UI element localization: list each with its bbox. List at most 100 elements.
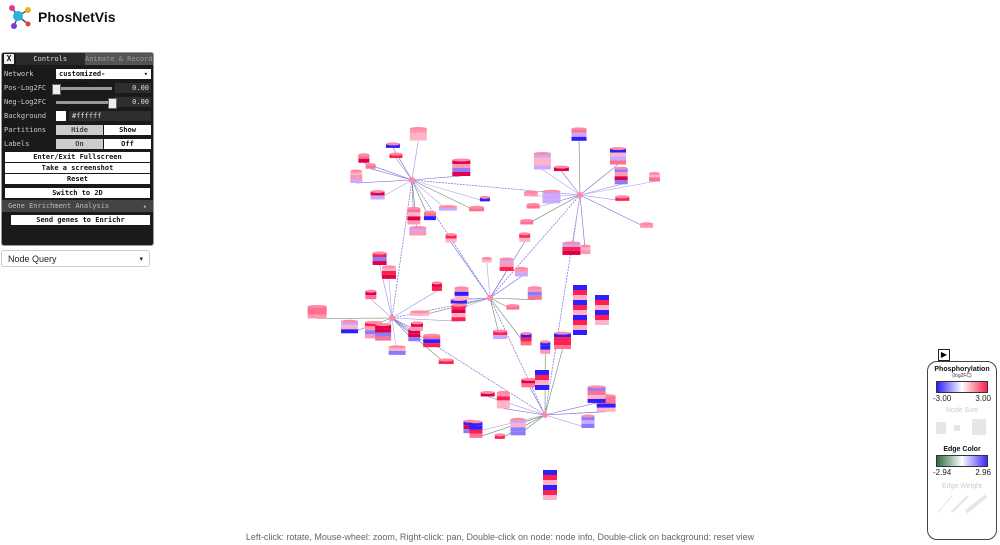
- node-top: [571, 127, 587, 131]
- pos-log2fc-label: Pos-Log2FC: [4, 84, 47, 92]
- labels-label: Labels: [4, 140, 30, 148]
- network-node: [389, 152, 403, 159]
- network-node: [523, 190, 538, 197]
- node-layer: [510, 431, 526, 436]
- neg-log2fc-slider[interactable]: [56, 97, 117, 109]
- node-top: [614, 166, 628, 170]
- node-layer: [469, 425, 483, 430]
- labels-off-button[interactable]: Off: [104, 139, 151, 149]
- network-edge: [578, 140, 581, 196]
- slider-thumb[interactable]: [52, 83, 61, 95]
- network-edge: [579, 181, 655, 196]
- node-layer: [573, 325, 587, 330]
- network-node: [520, 331, 532, 346]
- partitions-hide-button[interactable]: Hide: [56, 125, 103, 135]
- reset-button[interactable]: Reset: [5, 174, 150, 184]
- network-edge: [356, 179, 413, 184]
- node-layer: [573, 285, 587, 290]
- node-layer: [543, 480, 557, 485]
- node-size-icon: [936, 419, 986, 435]
- node-layer: [571, 132, 587, 137]
- fullscreen-button[interactable]: Enter/Exit Fullscreen: [5, 152, 150, 162]
- phosphorylation-gradient: [936, 381, 988, 393]
- node-top: [438, 358, 454, 362]
- network-node: [614, 166, 628, 185]
- node-layer: [520, 220, 534, 225]
- labels-on-button[interactable]: On: [56, 139, 103, 149]
- slider-thumb[interactable]: [108, 97, 117, 109]
- close-icon[interactable]: X: [4, 54, 14, 64]
- node-layer: [573, 290, 587, 295]
- node-layer: [479, 197, 490, 202]
- node-layer: [493, 334, 508, 339]
- background-color-swatch[interactable]: [56, 111, 66, 121]
- play-icon[interactable]: ▶: [938, 349, 950, 361]
- node-top: [423, 210, 436, 214]
- node-layer: [370, 195, 385, 200]
- node-layer: [540, 345, 551, 350]
- network-node: [562, 241, 581, 255]
- network-canvas[interactable]: [280, 100, 700, 510]
- node-layer: [438, 206, 457, 211]
- node-layer: [496, 404, 510, 409]
- network-node: [381, 265, 396, 279]
- node-layer: [341, 321, 359, 326]
- node-layer: [423, 216, 436, 221]
- node-top: [431, 281, 442, 285]
- pos-log2fc-value[interactable]: 0.00: [115, 83, 151, 93]
- enrichr-button[interactable]: Send genes to Enrichr: [11, 215, 150, 225]
- node-layer: [595, 310, 609, 315]
- network-edge: [544, 414, 589, 429]
- node-layer: [526, 204, 540, 209]
- gene-enrichment-title: Gene Enrichment Analysis: [8, 202, 110, 210]
- neg-log2fc-value[interactable]: 0.00: [115, 97, 151, 107]
- edge-color-min: -2.94: [933, 468, 952, 477]
- node-layer: [372, 261, 387, 266]
- node-layer: [385, 143, 400, 148]
- node-top: [452, 158, 471, 162]
- node-top: [451, 303, 466, 307]
- node-layer: [543, 490, 557, 495]
- node-layer: [423, 343, 441, 348]
- node-layer: [533, 157, 551, 162]
- tab-controls[interactable]: Controls: [16, 53, 85, 65]
- network-node: [640, 222, 654, 228]
- network-edge: [489, 297, 535, 301]
- network-value: customized-network...: [59, 70, 106, 88]
- node-layer: [614, 172, 628, 177]
- node-layer: [341, 329, 359, 334]
- node-layer: [543, 485, 557, 490]
- node-layer: [573, 295, 587, 300]
- node-top: [553, 165, 569, 169]
- switch-2d-button[interactable]: Switch to 2D: [5, 188, 150, 198]
- screenshot-button[interactable]: Take a screenshot: [5, 163, 150, 173]
- phosphorylation-title: Phosphorylation: [934, 366, 990, 373]
- node-layer: [520, 337, 532, 342]
- node-top: [519, 232, 531, 236]
- node-layer: [499, 263, 514, 268]
- node-layer: [573, 300, 587, 305]
- node-top: [365, 289, 377, 293]
- network-edge: [391, 317, 459, 322]
- node-layer: [614, 176, 628, 181]
- node-top: [410, 321, 423, 325]
- network-edge: [486, 262, 491, 299]
- network-edge: [529, 387, 546, 416]
- partitions-show-button[interactable]: Show: [104, 125, 151, 135]
- network-select[interactable]: customized-network... ▾: [56, 69, 151, 88]
- node-layer: [587, 394, 606, 399]
- network-edge: [388, 278, 393, 319]
- node-layer: [358, 154, 370, 159]
- tab-animate-record[interactable]: Animate & Record: [84, 53, 153, 65]
- node-layer: [410, 326, 423, 331]
- node-top: [496, 390, 510, 394]
- background-color-input[interactable]: #ffffff: [69, 111, 151, 121]
- pos-log2fc-slider[interactable]: [52, 83, 112, 95]
- node-layer: [408, 337, 421, 342]
- node-layer: [364, 322, 382, 327]
- edge-color-gradient: [936, 455, 988, 467]
- network-edge: [544, 402, 597, 416]
- node-query-dropdown[interactable]: Node Query ▾: [1, 250, 150, 267]
- node-layer: [520, 341, 532, 346]
- gene-enrichment-section[interactable]: Gene Enrichment Analysis ▴: [2, 200, 153, 212]
